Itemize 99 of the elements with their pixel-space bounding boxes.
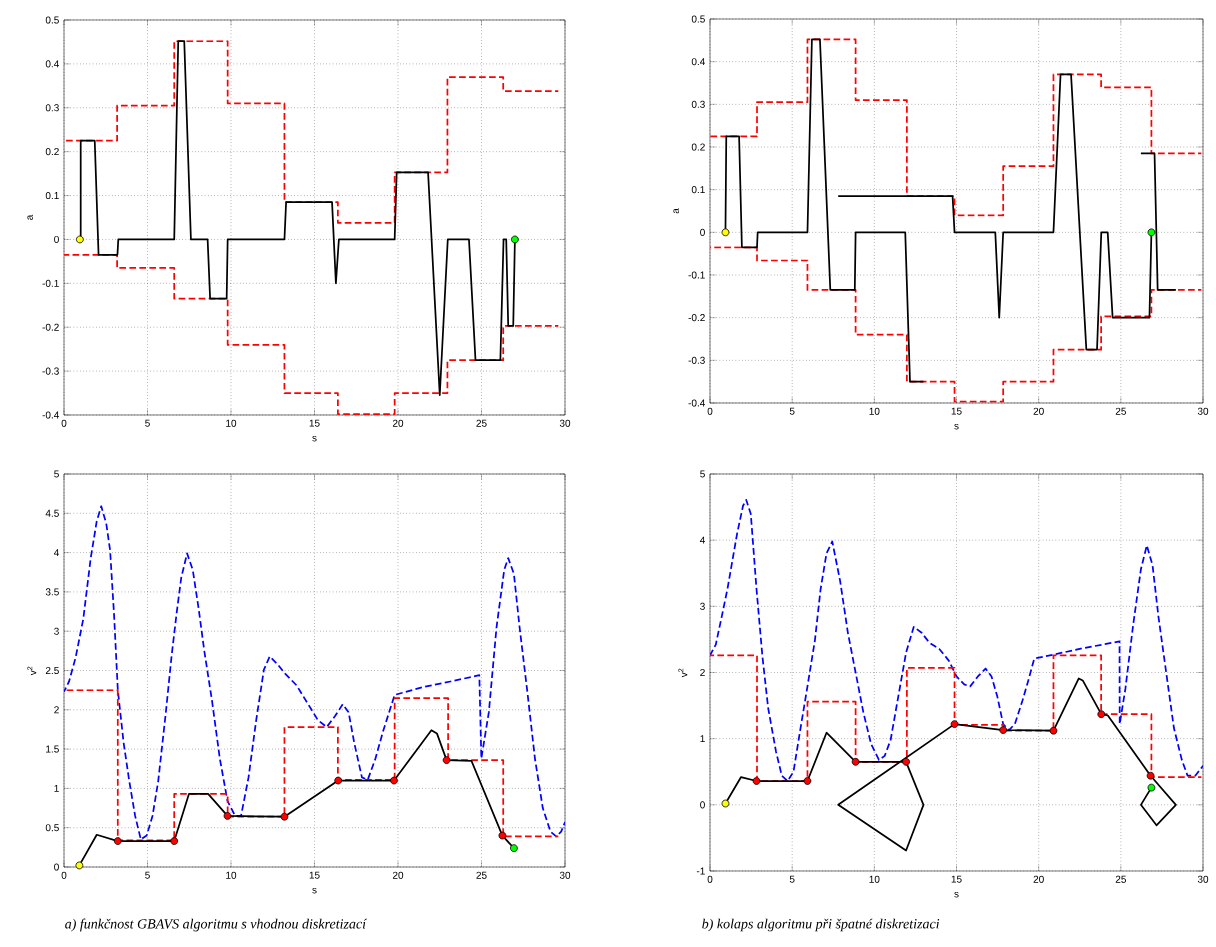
point [950, 720, 959, 728]
point [390, 776, 398, 785]
y-tick-label: -0.1 [688, 271, 705, 279]
point [752, 777, 761, 785]
x-tick-label: 20 [392, 871, 404, 879]
point [280, 812, 289, 821]
point [113, 837, 122, 845]
point [1146, 771, 1155, 780]
x-tick-label: 20 [1033, 875, 1044, 883]
x-tick-label: 0 [61, 419, 67, 427]
x-tick-label: 10 [226, 871, 237, 879]
y-tick-label: -0.4 [42, 411, 59, 419]
x-tick-label: 25 [1115, 407, 1126, 415]
line-series [710, 498, 1204, 782]
x-tick-label: 5 [145, 419, 150, 427]
line-series [64, 505, 565, 841]
y-tick-label: 1 [700, 735, 705, 743]
x-tick-label: 15 [951, 407, 962, 415]
y-tick-label: -0.3 [688, 356, 705, 364]
y-tick-label: 1 [54, 784, 59, 792]
x-tick-label: 15 [309, 871, 320, 879]
y-tick-label: -1 [696, 867, 705, 875]
x-tick-label: 5 [145, 871, 150, 879]
y-tick-label: 5 [700, 470, 705, 478]
y-tick-label: 0.1 [45, 192, 59, 200]
y-tick-label: 1.5 [46, 745, 59, 753]
point [1049, 726, 1058, 735]
y-tick-label: -0.2 [42, 323, 59, 331]
point [721, 799, 730, 808]
point [75, 861, 84, 870]
y-tick-label: 0 [54, 235, 59, 243]
point [803, 777, 812, 785]
x-axis-title: s [954, 423, 959, 430]
y-tick-label: -0.3 [42, 367, 59, 375]
x-tick-label: 30 [1197, 875, 1209, 883]
y-tick-label: 3.5 [45, 588, 59, 596]
x-tick-label: 5 [789, 407, 795, 415]
y-tick-label: 0.5 [45, 824, 59, 832]
y-tick-label: -0.1 [42, 279, 59, 287]
x-tick-label: 25 [476, 419, 487, 427]
y-tick-label: 4.5 [45, 509, 59, 517]
x-tick-label: 25 [1115, 875, 1126, 883]
point [851, 757, 860, 766]
point [999, 726, 1008, 734]
point [510, 844, 518, 852]
point [498, 831, 507, 840]
y-tick-label: 5 [54, 470, 59, 478]
text: b) kolaps algoritmu při špatné diskretizaci [702, 918, 940, 932]
y-tick-label: 3 [700, 602, 705, 610]
x-tick-label: 0 [61, 871, 67, 879]
x-axis-title: s [954, 891, 959, 898]
x-tick-label: 0 [707, 407, 713, 415]
x-tick-label: 15 [309, 419, 320, 427]
point [902, 757, 910, 766]
point [1147, 783, 1156, 792]
y-tick-label: 0.4 [45, 60, 59, 68]
y-tick-label: 0.1 [691, 186, 705, 194]
y-tick-label: 2.5 [45, 666, 59, 675]
y-tick-label: 0.5 [45, 16, 59, 24]
x-tick-label: 10 [226, 419, 237, 427]
y-tick-label: 0 [700, 801, 705, 809]
y-axis-title: v$^{2}$ [27, 666, 37, 676]
x-axis-title: s [312, 435, 317, 442]
y-tick-label: 0.5 [691, 15, 705, 23]
y-tick-label: 0.3 [691, 100, 705, 108]
y-tick-label: 3 [54, 627, 59, 635]
point [170, 837, 179, 845]
x-tick-label: 30 [559, 871, 571, 879]
y-axis-title: v$^{2}$ [678, 668, 688, 678]
y-tick-label: 0 [54, 863, 59, 871]
x-tick-label: 0 [707, 875, 713, 883]
x-tick-label: 20 [392, 419, 404, 427]
y-tick-label: 2 [700, 669, 705, 676]
point [1097, 710, 1106, 719]
text: a) funkčnost GBAVS algoritmu s vhodnou diskretizací [65, 918, 368, 932]
y-tick-label: 0 [700, 228, 705, 236]
y-tick-label: 2 [54, 706, 59, 714]
point [334, 776, 343, 785]
point [223, 812, 232, 820]
x-tick-label: 15 [951, 875, 962, 883]
y-tick-label: 4 [699, 536, 706, 544]
y-tick-label: -0.2 [688, 314, 705, 322]
y-tick-label: 0.2 [691, 143, 705, 151]
y-axis-title: a [27, 214, 33, 220]
x-tick-label: 20 [1033, 407, 1044, 415]
y-tick-label: -0.4 [688, 399, 706, 407]
x-tick-label: 5 [789, 875, 795, 883]
y-tick-label: 0.3 [45, 104, 59, 112]
x-tick-label: 30 [559, 419, 571, 427]
y-tick-label: 0.4 [691, 58, 706, 66]
x-axis-title: s [312, 887, 317, 894]
y-tick-label: 4 [53, 549, 59, 557]
point [442, 756, 451, 764]
y-axis-title: a [673, 208, 679, 214]
y-tick-label: 0.2 [45, 148, 59, 156]
x-tick-label: 10 [869, 407, 880, 415]
x-tick-label: 25 [476, 871, 487, 879]
x-tick-label: 30 [1197, 407, 1209, 415]
x-tick-label: 10 [869, 875, 880, 883]
